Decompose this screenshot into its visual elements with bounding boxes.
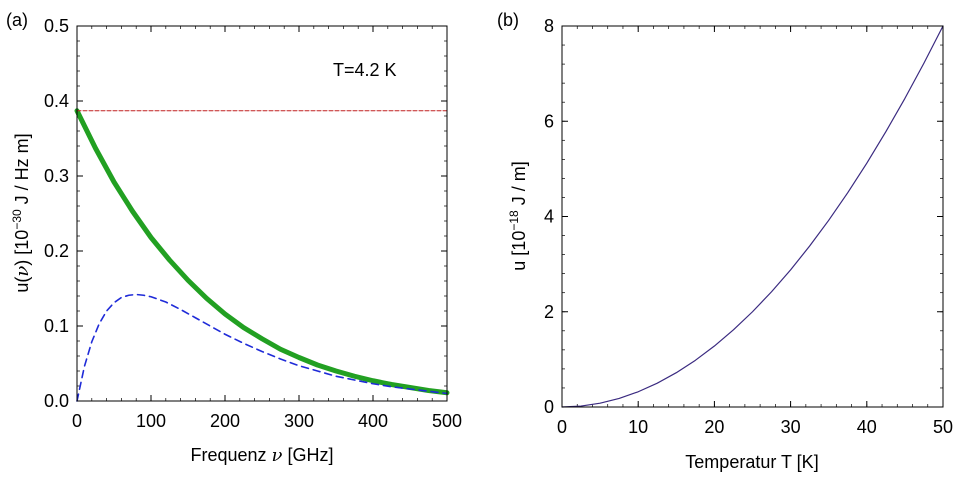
panel-a-xtick-label: 500 <box>432 411 462 431</box>
panel-a-ytick-label: 0.2 <box>44 241 69 261</box>
panel-b-xtick-label: 20 <box>704 417 724 437</box>
panel-a-ytick-label: 0.4 <box>44 91 69 111</box>
panel-a-xtick-label: 300 <box>284 411 314 431</box>
panel-b-xtick-label: 30 <box>781 417 801 437</box>
panel-a-ytick-label: 0.3 <box>44 166 69 186</box>
panel-b-ytick-label: 0 <box>544 397 554 417</box>
panel-b-xlabel: Temperatur T [K] <box>685 452 818 472</box>
panel-b-series-0-line <box>561 25 944 408</box>
panel-b-label: (b) <box>497 10 519 30</box>
panel-a: (a) 0 100 200 300 400 500 0.0 0.1 0.2 0.3 0.4 0.5 T… <box>6 10 462 466</box>
panel-b-frame <box>561 25 944 408</box>
panel-a-ytick-label: 0.1 <box>44 316 69 336</box>
panel-b-ytick-label: 4 <box>544 207 554 227</box>
panel-b-xtick-label: 50 <box>933 417 953 437</box>
panel-a-ytick-label: 0.0 <box>44 391 69 411</box>
panel-b: (b) 0 10 20 30 40 50 0 2 4 6 8 Temperatur T [K] u … <box>497 10 953 472</box>
temperature-annotation: T=4.2 K <box>333 60 397 80</box>
panel-a-label: (a) <box>6 10 28 30</box>
panel-a-xtick-label: 0 <box>72 411 82 431</box>
panel-b-xtick-label: 10 <box>628 417 648 437</box>
panel-a-xtick-label: 400 <box>358 411 388 431</box>
panel-a-series-0-line <box>74 108 450 396</box>
panel-b-ytick-label: 2 <box>544 302 554 322</box>
panel-a-ylabel: u(ν) [10−30 J / Hz m] <box>10 133 33 292</box>
panel-a-xtick-label: 100 <box>136 411 166 431</box>
panel-a-frame <box>76 25 448 402</box>
panel-b-ylabel: u [10−18 J / m] <box>507 161 529 270</box>
panel-a-xlabel: Frequenz ν [GHz] <box>190 445 333 466</box>
panel-b-ytick-label: 8 <box>544 16 554 36</box>
panel-a-xtick-label: 200 <box>210 411 240 431</box>
panel-b-xtick-label: 0 <box>557 417 567 437</box>
panel-a-series-1-line <box>76 293 448 402</box>
panel-a-ytick-label: 0.5 <box>44 16 69 36</box>
panel-b-xtick-label: 40 <box>857 417 877 437</box>
panel-b-ytick-label: 6 <box>544 111 554 131</box>
